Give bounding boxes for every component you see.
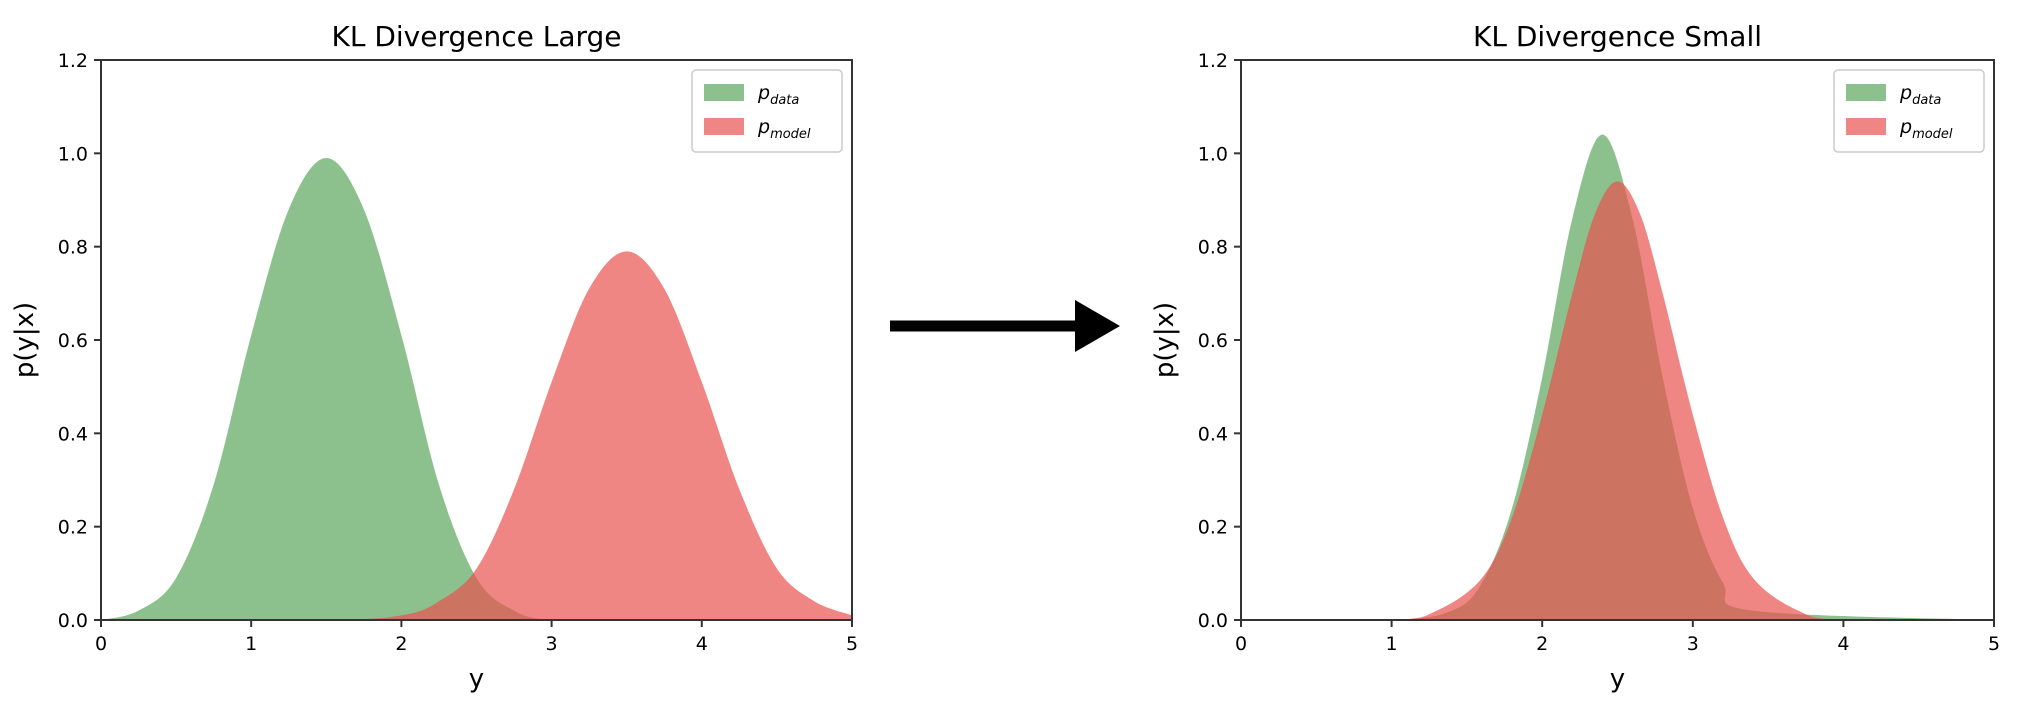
series-area-data <box>101 158 852 620</box>
x-axis-label: y <box>469 664 484 694</box>
x-tick-label: 5 <box>1988 633 2000 655</box>
legend-subscript: data <box>770 93 799 108</box>
x-tick-label: 1 <box>1386 633 1398 655</box>
y-tick-label: 0.2 <box>1198 517 1228 539</box>
legend-swatch-data <box>704 84 744 101</box>
x-tick-label: 2 <box>395 633 407 655</box>
series-area-model <box>1241 181 1994 621</box>
y-tick-label: 0.6 <box>58 330 88 352</box>
right-arrow-icon <box>890 300 1120 352</box>
chart-title: KL Divergence Large <box>331 20 621 53</box>
y-tick-label: 1.0 <box>58 143 88 165</box>
x-tick-label: 4 <box>696 633 708 655</box>
x-axis-label: y <box>1610 664 1625 694</box>
x-tick-label: 5 <box>846 633 858 655</box>
x-tick-label: 0 <box>1235 633 1247 655</box>
x-tick-label: 4 <box>1837 633 1849 655</box>
legend-label-data: pdata <box>757 82 799 108</box>
y-tick-label: 0.4 <box>58 423 88 445</box>
chart-kl-large: 0 1 2 3 4 5 0.0 0.2 0.4 0.6 0.8 1.0 1.2 KL Divergence… <box>10 20 858 694</box>
legend-swatch-model <box>1846 118 1886 135</box>
y-tick-label: 0.6 <box>1198 330 1228 352</box>
y-tick-label: 1.0 <box>1198 143 1228 165</box>
y-tick-label: 0.8 <box>1198 237 1228 259</box>
chart-kl-small: 0 1 2 3 4 5 0.0 0.2 0.4 0.6 0.8 1.0 1.2 KL Divergence… <box>1150 20 2000 694</box>
chart-title: KL Divergence Small <box>1473 20 1762 53</box>
y-tick-label: 0.0 <box>1198 610 1228 632</box>
y-tick-label: 0.2 <box>58 517 88 539</box>
legend-subscript: model <box>770 127 811 142</box>
y-tick-label: 1.2 <box>1198 50 1228 72</box>
legend-subscript: model <box>1912 127 1953 142</box>
y-axis-label: p(y|x) <box>10 302 40 378</box>
series-area-model <box>101 251 852 621</box>
x-tick-label: 0 <box>95 633 107 655</box>
x-tick-label: 3 <box>1687 633 1699 655</box>
legend-swatch-model <box>704 118 744 135</box>
y-axis-label: p(y|x) <box>1150 302 1180 378</box>
y-tick-label: 0.0 <box>58 610 88 632</box>
y-tick-label: 0.8 <box>58 237 88 259</box>
y-tick-label: 0.4 <box>1198 423 1228 445</box>
legend-swatch-data <box>1846 84 1886 101</box>
x-tick-label: 1 <box>245 633 257 655</box>
x-tick-label: 3 <box>546 633 558 655</box>
y-tick-label: 1.2 <box>58 50 88 72</box>
legend-subscript: data <box>1912 93 1941 108</box>
x-tick-label: 2 <box>1536 633 1548 655</box>
